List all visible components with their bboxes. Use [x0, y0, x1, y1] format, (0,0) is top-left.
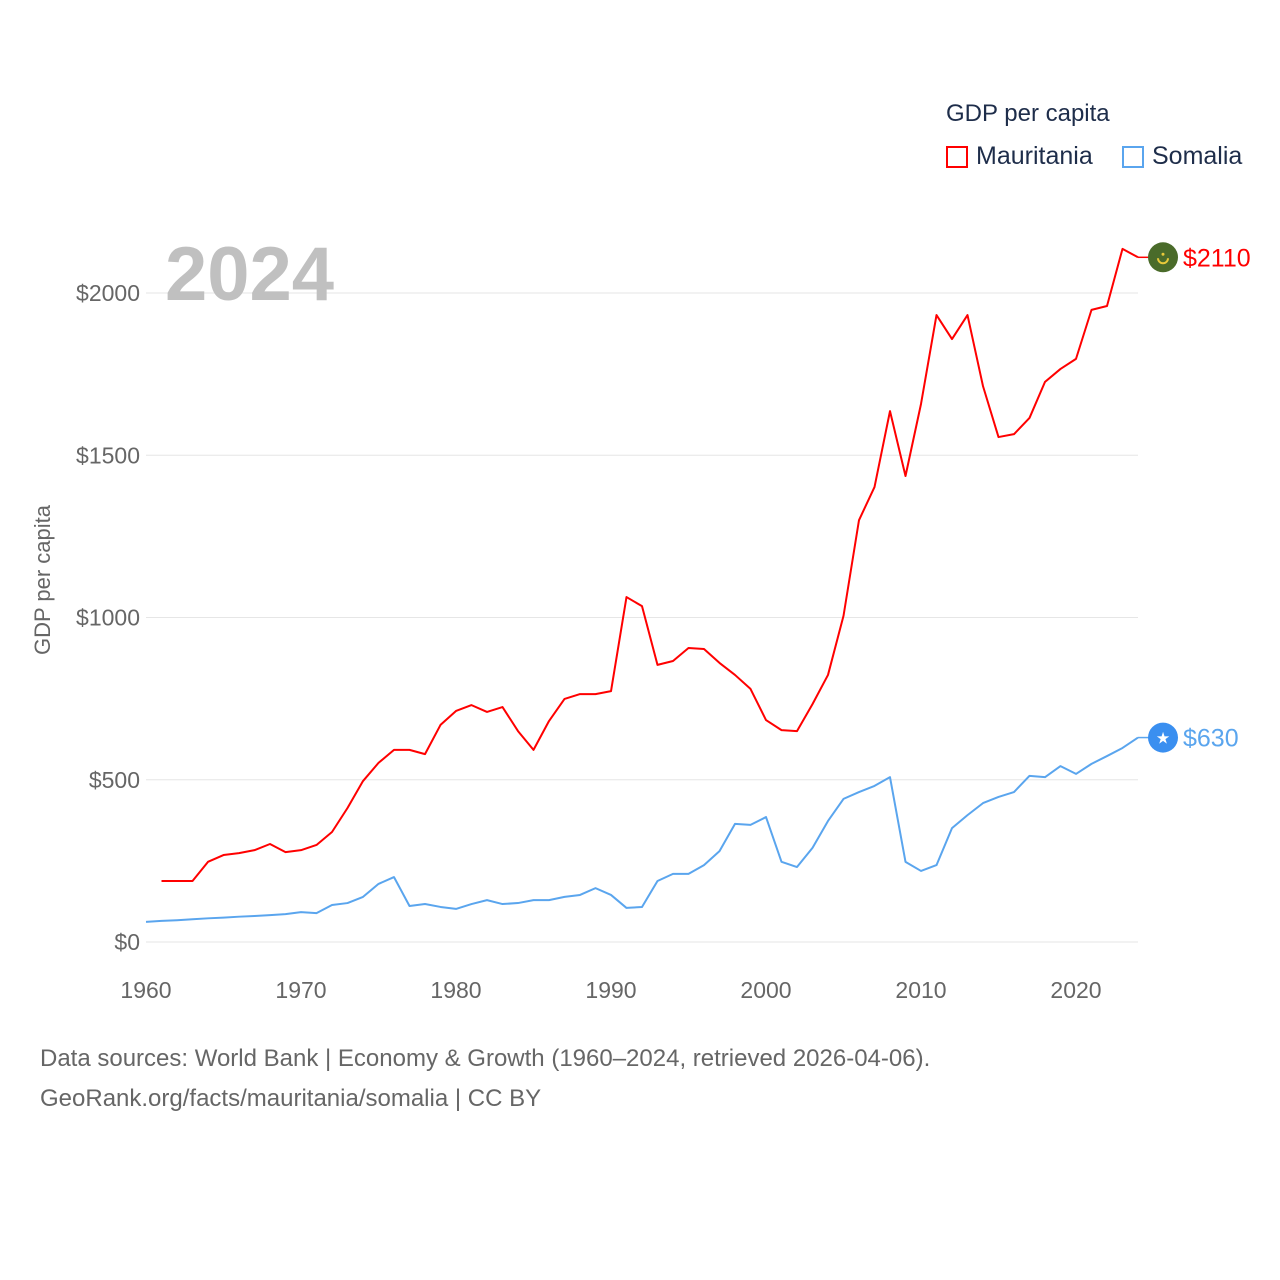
end-value-label: $2110: [1183, 244, 1251, 272]
end-markers: $2110 ★ $630: [1138, 242, 1251, 753]
series-group: [145, 247, 1139, 923]
y-axis-ticks: $0 $500 $1000 $1500 $2000: [76, 280, 140, 955]
x-tick-label: 2000: [740, 977, 791, 1003]
x-tick-label: 1970: [275, 977, 326, 1003]
y-tick-label: $1000: [76, 605, 140, 631]
legend-label: Mauritania: [976, 142, 1093, 170]
end-value-label: $630: [1183, 725, 1239, 753]
legend-item-somalia[interactable]: Somalia: [1122, 142, 1242, 171]
y-axis-label: GDP per capita: [30, 504, 55, 655]
y-tick-label: $500: [89, 767, 140, 793]
legend-swatch-mauritania: [946, 145, 968, 168]
legend-swatch-somalia: [1122, 145, 1144, 168]
x-tick-label: 1960: [120, 977, 171, 1003]
data-source-note: Data sources: World Bank | Economy & Gro…: [40, 1045, 931, 1072]
flag-icon-mauritania: [1148, 242, 1178, 273]
source-link[interactable]: GeoRank.org/facts/mauritania/somalia | C…: [40, 1085, 542, 1112]
x-tick-label: 2020: [1050, 977, 1101, 1003]
series-line-somalia[interactable]: [145, 736, 1139, 923]
x-tick-label: 2010: [895, 977, 946, 1003]
x-tick-label: 1990: [585, 977, 636, 1003]
legend-label: Somalia: [1152, 142, 1243, 170]
series-line-mauritania[interactable]: [161, 247, 1139, 882]
svg-text:★: ★: [1156, 731, 1170, 748]
y-tick-label: $2000: [76, 280, 140, 306]
legend-item-mauritania[interactable]: Mauritania: [946, 142, 1093, 171]
legend-title: GDP per capita: [946, 100, 1110, 127]
grid-lines: [146, 292, 1138, 943]
y-tick-label: $1500: [76, 442, 140, 468]
year-watermark: 2024: [165, 232, 334, 317]
y-tick-label: $0: [114, 929, 140, 955]
x-axis-ticks: 1960 1970 1980 1990 2000 2010 2020: [120, 977, 1101, 1003]
x-tick-label: 1980: [430, 977, 481, 1003]
flag-icon-somalia: ★: [1148, 722, 1178, 753]
